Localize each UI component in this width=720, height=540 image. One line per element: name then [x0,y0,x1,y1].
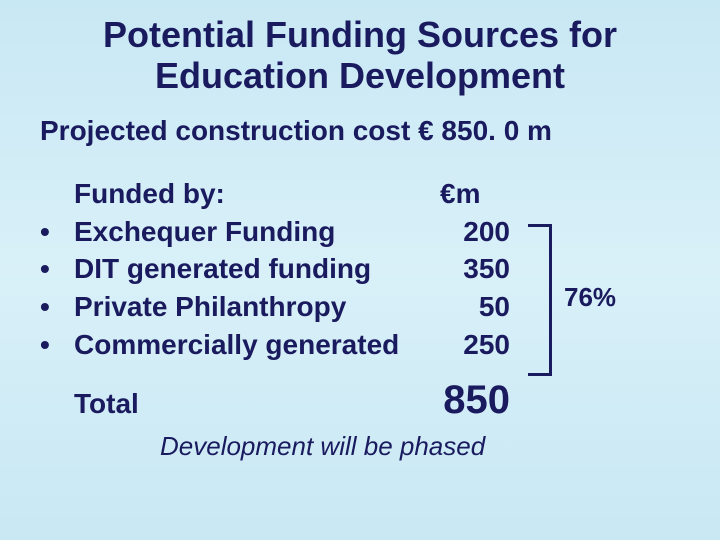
bracket-percent: 76% [564,282,616,313]
item-value: 50 [440,288,510,326]
header-row: Funded by: €m [40,175,720,213]
projected-cost: Projected construction cost € 850. 0 m [0,105,720,147]
item-label: Exchequer Funding [74,213,440,251]
item-label: Private Philanthropy [74,288,440,326]
bullet-icon: • [40,326,74,364]
bracket-annotation: 76% [528,224,648,384]
total-row: Total 850 [40,378,720,423]
item-value: 250 [440,326,510,364]
item-label: DIT generated funding [74,250,440,288]
title-line-2: Education Development [155,55,565,96]
bullet-icon: • [40,250,74,288]
total-value: 850 [440,378,510,423]
footnote: Development will be phased [40,423,720,462]
bullet-icon: • [40,213,74,251]
bullet-icon: • [40,288,74,326]
bracket-shape [528,224,552,376]
funded-by-label: Funded by: [74,175,440,213]
item-value: 350 [440,250,510,288]
value-header: €m [440,175,510,213]
item-label: Commercially generated [74,326,440,364]
item-value: 200 [440,213,510,251]
total-label: Total [40,388,440,420]
slide-title: Potential Funding Sources for Education … [0,0,720,105]
title-line-1: Potential Funding Sources for [103,14,617,55]
